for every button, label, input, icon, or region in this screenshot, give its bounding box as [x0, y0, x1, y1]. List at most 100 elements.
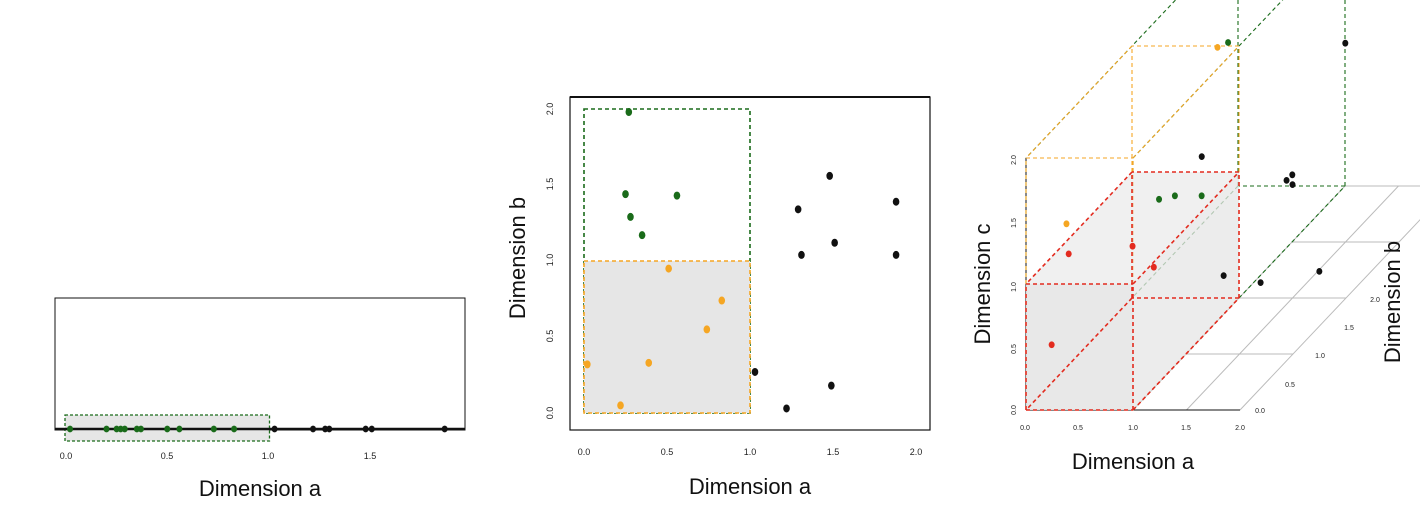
panel-1d: 0.0 0.5 1.0 1.5 Dimension a [54, 297, 466, 501]
point-3d-black-1 [1198, 153, 1205, 161]
region-3d-red-side-face [1133, 172, 1239, 410]
tick-label-1d-a-1: 0.5 [161, 451, 174, 461]
point-2d-green-2 [627, 212, 634, 221]
point-2d-orange-2 [645, 358, 653, 367]
point-2d-black-1 [783, 404, 790, 413]
tick-label-2d-a-3: 1.5 [827, 447, 840, 457]
tick-label-2d-a-1: 0.5 [661, 447, 674, 457]
point-1d-green-6 [137, 425, 144, 433]
tick-label-3d-c-2: 1.0 [1011, 282, 1018, 292]
point-3d-green-1 [1171, 192, 1178, 200]
point-2d-orange-1 [617, 401, 624, 410]
tick-label-3d-b-1: 0.5 [1285, 382, 1295, 389]
point-1d-green-9 [210, 425, 217, 433]
point-3d-black-0 [1283, 177, 1290, 184]
panel-3d: 0.0 0.5 1.0 1.5 2.0 0.0 0.5 1.0 1.5 2.0 … [970, 0, 1420, 474]
point-1d-black-3 [326, 425, 333, 433]
tick-label-1d-a-0: 0.0 [60, 451, 73, 461]
point-3d-orange-0 [1063, 220, 1070, 228]
point-2d-black-0 [751, 367, 759, 376]
tick-label-3d-c-0: 0.0 [1011, 405, 1018, 415]
point-1d-green-4 [121, 425, 128, 433]
point-1d-green-7 [164, 425, 171, 433]
point-1d-green-0 [67, 425, 74, 433]
point-3d-black-7 [1289, 171, 1296, 179]
point-1d-black-5 [368, 425, 375, 433]
point-3d-green-0 [1225, 39, 1232, 46]
point-2d-orange-5 [718, 296, 726, 305]
point-3d-black-3 [1289, 181, 1296, 189]
point-1d-black-1 [310, 425, 317, 433]
tick-label-3d-a-1: 0.5 [1073, 425, 1083, 432]
point-3d-red-0 [1048, 341, 1055, 349]
point-3d-orange-1 [1214, 44, 1221, 51]
tick-label-3d-b-4: 2.0 [1370, 297, 1380, 304]
point-3d-green-3 [1198, 192, 1205, 200]
tick-label-3d-a-3: 1.5 [1181, 425, 1191, 432]
point-2d-black-3 [798, 250, 805, 259]
point-3d-black-2 [1220, 272, 1227, 279]
point-3d-red-1 [1065, 250, 1072, 258]
axis-label-3d-b: Dimension b [1380, 241, 1405, 363]
tick-label-2d-a-2: 1.0 [744, 447, 757, 457]
floor-grid-a-2 [1239, 219, 1420, 411]
point-2d-green-4 [673, 191, 681, 200]
axis-label-3d-c: Dimension c [970, 223, 995, 344]
tick-label-2d-b-3: 1.5 [545, 178, 555, 191]
point-2d-black-2 [794, 205, 802, 214]
point-1d-black-4 [362, 425, 369, 433]
tick-label-3d-c-1: 0.5 [1011, 344, 1018, 354]
point-3d-black-4 [1316, 268, 1323, 275]
tick-label-3d-c-3: 1.5 [1011, 218, 1018, 228]
point-2d-black-6 [831, 238, 838, 247]
tick-label-3d-a-2: 1.0 [1128, 425, 1138, 432]
point-2d-green-3 [638, 231, 646, 240]
axis-label-3d-a: Dimension a [1072, 449, 1195, 474]
point-3d-red-2 [1150, 263, 1157, 271]
tick-label-3d-b-2: 1.0 [1315, 353, 1325, 360]
tick-label-2d-a-0: 0.0 [578, 447, 591, 457]
point-3d-red-3 [1129, 242, 1136, 250]
axis-label-1d-a: Dimension a [199, 476, 322, 501]
tick-label-1d-a-2: 1.0 [262, 451, 275, 461]
point-3d-green-2 [1156, 195, 1163, 203]
tick-label-2d-b-1: 0.5 [545, 330, 555, 343]
axis-label-2d-b: Dimension b [505, 197, 530, 319]
tick-label-3d-a-0: 0.0 [1020, 425, 1030, 432]
region-3d-red-edge-5 [1132, 171, 1240, 285]
region-3d-red-edge-7 [1025, 171, 1133, 285]
tick-label-3d-b-3: 1.5 [1344, 325, 1354, 332]
plot-frame-1d [54, 297, 466, 431]
region-3d-red-front-face [1026, 284, 1133, 410]
tick-label-2d-b-0: 0.0 [545, 407, 555, 420]
region-2d-orange [583, 260, 751, 414]
region-3d-orange-edge-5 [1132, 45, 1240, 159]
floor-grid-a-1 [1186, 185, 1399, 411]
tick-label-2d-b-2: 1.0 [545, 254, 555, 267]
point-2d-orange-4 [703, 325, 711, 334]
point-1d-green-1 [103, 425, 110, 433]
point-1d-green-8 [176, 425, 183, 433]
tick-label-3d-c-4: 2.0 [1011, 155, 1018, 165]
point-2d-black-5 [828, 381, 835, 390]
tick-label-3d-b-0: 0.0 [1255, 408, 1265, 415]
point-2d-black-7 [892, 197, 900, 206]
point-2d-black-4 [826, 171, 833, 180]
axis-label-2d-a: Dimension a [689, 474, 812, 499]
region-3d-red-edge-3 [1025, 297, 1133, 411]
tick-label-2d-b-4: 2.0 [545, 103, 555, 116]
point-1d-black-0 [271, 425, 278, 433]
point-2d-green-0 [625, 108, 633, 117]
point-1d-green-10 [231, 425, 238, 433]
tick-label-2d-a-4: 2.0 [910, 447, 923, 457]
point-1d-black-6 [441, 425, 448, 433]
point-3d-black-5 [1342, 39, 1349, 47]
region-3d-red-edge-1 [1132, 297, 1240, 411]
point-2d-green-1 [622, 190, 629, 199]
tick-label-1d-a-3: 1.5 [364, 451, 377, 461]
panel-2d: 0.0 0.5 1.0 1.5 2.0 0.0 0.5 1.0 1.5 2.0 … [505, 96, 931, 499]
point-2d-black-8 [892, 250, 900, 259]
point-2d-orange-0 [584, 360, 591, 369]
point-2d-orange-3 [665, 264, 672, 273]
